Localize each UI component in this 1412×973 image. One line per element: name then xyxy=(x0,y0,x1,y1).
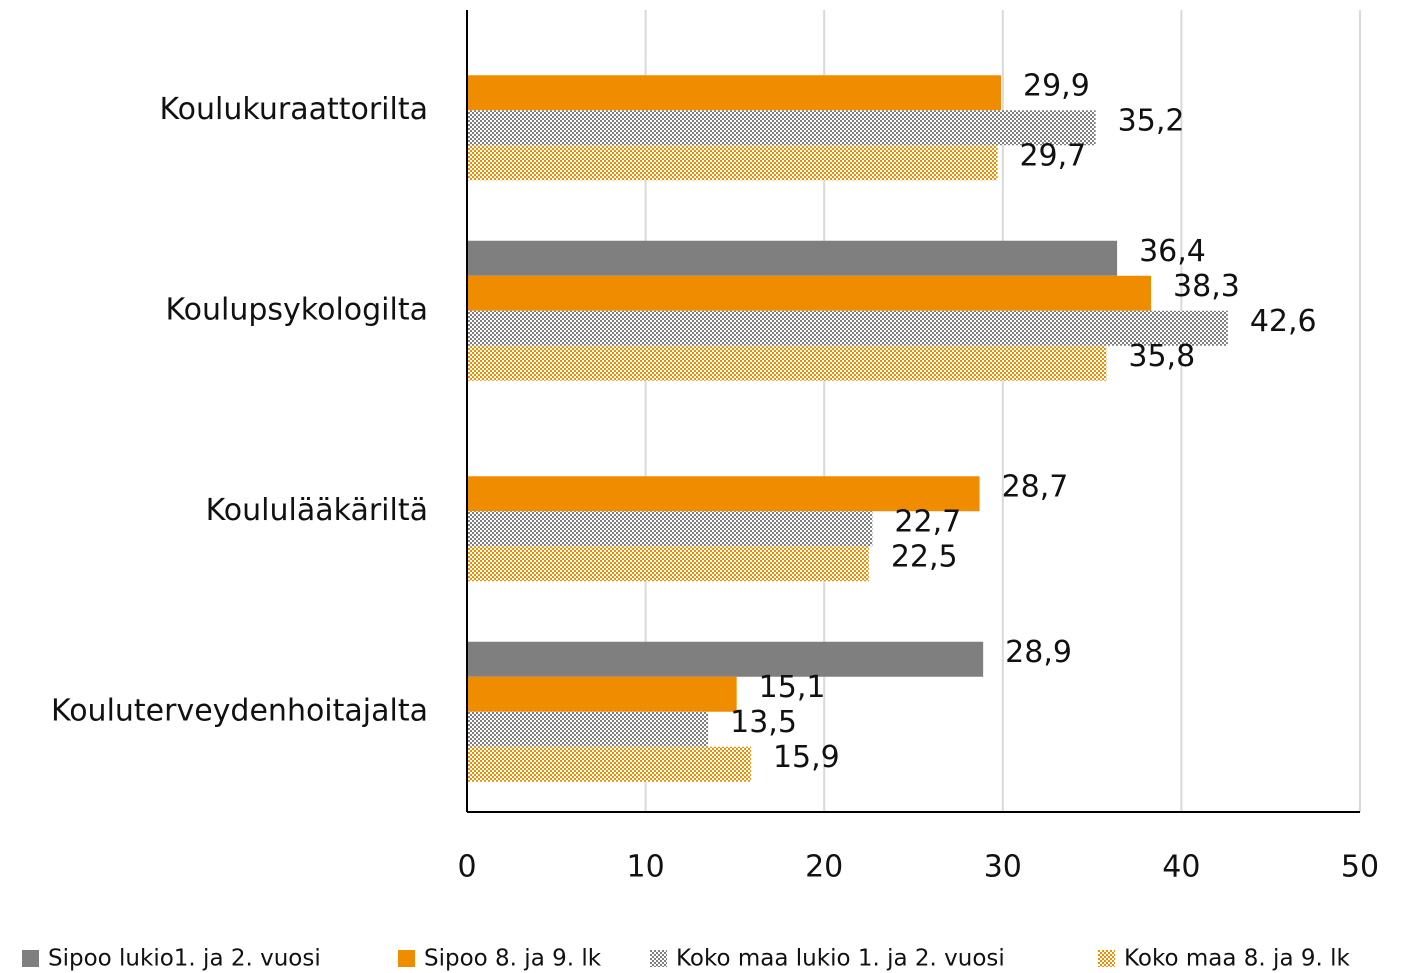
value-label: 35,8 xyxy=(1128,339,1195,374)
value-label: 15,9 xyxy=(773,740,840,775)
legend-label: Sipoo lukio1. ja 2. vuosi xyxy=(48,946,321,972)
x-tick-label: 30 xyxy=(984,850,1022,885)
legend-swatch xyxy=(22,950,39,967)
value-label: 38,3 xyxy=(1173,269,1240,304)
value-label: 35,2 xyxy=(1118,103,1185,138)
bar xyxy=(467,145,998,181)
bar xyxy=(467,345,1107,381)
value-label: 28,7 xyxy=(1002,469,1069,504)
x-tick-label: 0 xyxy=(457,850,476,885)
legend-swatch xyxy=(398,950,415,967)
bar xyxy=(467,110,1096,146)
bar xyxy=(467,476,980,512)
value-label: 22,5 xyxy=(891,539,958,574)
bar xyxy=(467,75,1002,111)
bar xyxy=(467,275,1152,311)
x-tick-label: 10 xyxy=(627,850,665,885)
legend-swatch xyxy=(1098,950,1115,967)
bar xyxy=(467,546,869,582)
x-tick-label: 50 xyxy=(1341,850,1379,885)
bar xyxy=(467,240,1118,276)
legend-label: Koko maa 8. ja 9. lk xyxy=(1124,946,1350,972)
bar xyxy=(467,641,984,677)
value-label: 36,4 xyxy=(1139,234,1206,269)
bar xyxy=(467,676,737,712)
category-label: Koulukuraattorilta xyxy=(160,92,429,127)
bar xyxy=(467,711,709,747)
bar xyxy=(467,511,873,547)
x-tick-label: 40 xyxy=(1162,850,1200,885)
value-label: 28,9 xyxy=(1005,635,1072,670)
legend-label: Koko maa lukio 1. ja 2. vuosi xyxy=(676,946,1005,972)
value-label: 15,1 xyxy=(759,670,826,705)
category-label: Kouluterveydenhoitajalta xyxy=(51,693,428,728)
value-label: 29,9 xyxy=(1023,68,1090,103)
legend-label: Sipoo 8. ja 9. lk xyxy=(424,946,602,972)
x-tick-label: 20 xyxy=(805,850,843,885)
category-label: Koulupsykologilta xyxy=(165,292,428,327)
bar xyxy=(467,746,751,782)
value-label: 22,7 xyxy=(894,504,961,539)
value-label: 42,6 xyxy=(1250,304,1317,339)
category-label: Koululääkäriltä xyxy=(206,493,428,528)
bar xyxy=(467,310,1228,346)
value-label: 29,7 xyxy=(1019,138,1086,173)
legend-swatch xyxy=(650,950,667,967)
value-label: 13,5 xyxy=(730,705,797,740)
